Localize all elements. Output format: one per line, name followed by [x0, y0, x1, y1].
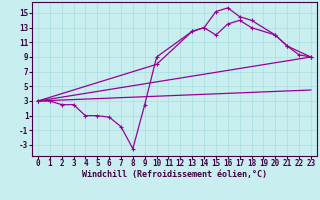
X-axis label: Windchill (Refroidissement éolien,°C): Windchill (Refroidissement éolien,°C) [82, 170, 267, 179]
